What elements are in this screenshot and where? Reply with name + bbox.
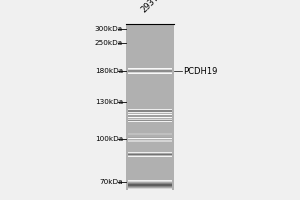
Text: 293T: 293T	[140, 0, 160, 14]
Bar	[128, 186, 172, 187]
Bar	[128, 189, 172, 190]
Text: 130kDa: 130kDa	[95, 99, 123, 105]
Text: PCDH19: PCDH19	[183, 66, 218, 75]
Text: 300kDa: 300kDa	[95, 26, 123, 32]
Bar	[128, 181, 172, 182]
Bar	[128, 184, 172, 185]
Bar	[128, 183, 172, 184]
Text: 100kDa: 100kDa	[95, 136, 123, 142]
Bar	[128, 187, 172, 188]
Bar	[128, 185, 172, 186]
Bar	[128, 180, 172, 181]
Text: 70kDa: 70kDa	[100, 179, 123, 185]
Bar	[128, 182, 172, 183]
Text: 180kDa: 180kDa	[95, 68, 123, 74]
Text: 250kDa: 250kDa	[95, 40, 123, 46]
Bar	[128, 188, 172, 189]
